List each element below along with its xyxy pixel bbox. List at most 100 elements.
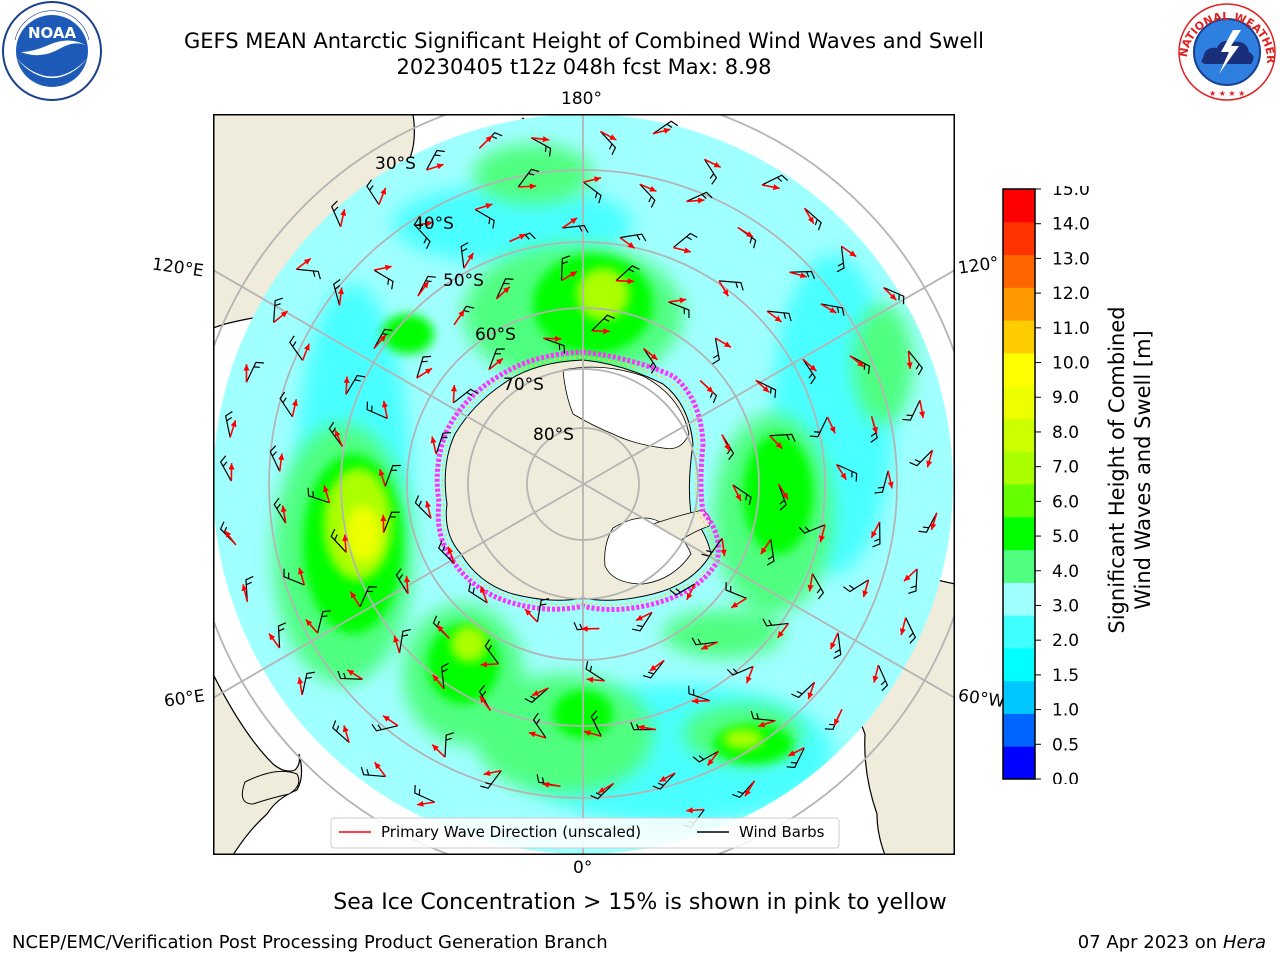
colorbar-tick-label: 10.0 [1052,354,1090,374]
wind-barb [273,297,284,323]
wind-barb [395,568,409,595]
wave-arrow [416,800,435,807]
wind-barb [414,224,431,249]
wave-arrow [378,187,387,205]
colorbar-tick-label: 12.0 [1052,284,1090,304]
wave-arrow [343,376,350,395]
wind-barb [562,224,589,233]
ross-ice-shelf [562,366,690,450]
wind-barb [474,208,495,229]
wave-arrow [619,236,636,249]
wave-arrow [686,197,705,204]
wind-barb [843,579,869,593]
wave-arrow [349,591,361,608]
wind-barb [750,710,776,722]
wind-barb [766,310,792,322]
sea-ice-note: Sea Ice Concentration > 15% is shown in … [333,890,947,915]
wind-barb [384,464,401,487]
wind-barb [766,539,775,566]
wind-barb [273,497,287,524]
colorbar-tick-label: 9.0 [1052,388,1079,408]
wave-arrow [882,286,897,301]
wind-barb [600,131,617,156]
wind-barb [371,723,399,732]
wind-barb [383,511,400,533]
colorbar-segment [1003,516,1035,551]
wind-barb [345,374,366,395]
wind-barb [672,232,698,249]
wind-barb [484,639,499,665]
wind-barb [732,484,752,506]
wind-barb [688,685,711,702]
wind-barb [652,120,679,135]
lat-label-70s: 70°S [503,375,544,395]
colorbar-segment [1003,451,1035,485]
colorbar-ticks: 0.0 0.5 1.0 1.5 2.0 3.0 4.0 5.0 6.0 7.0 8.0 9.0 10.0… [1035,186,1090,784]
colorbar: 0.0 0.5 1.0 1.5 2.0 3.0 4.0 5.0 6.0 7.0 8.0 9.0 10.0… [1002,186,1090,784]
wind-barb [414,785,436,803]
wind-barb [337,670,363,680]
wind-barb [907,350,924,376]
wind-barb [583,181,602,204]
colorbar-segment [1003,484,1035,518]
wave-arrow [425,500,432,519]
wave-arrow [478,135,493,149]
wave-arrow [755,379,770,393]
wind-barb [277,622,287,649]
colorbar-tick-label: 13.0 [1052,249,1090,269]
wave-arrow [926,449,934,468]
wave-arrow [700,641,719,650]
wave-arrow [416,367,433,379]
wave-arrow [291,399,298,417]
colorbar-tick-label: 0.0 [1052,770,1079,784]
wind-barb [591,314,615,332]
wind-barb [425,149,445,171]
wave-arrow [378,468,387,487]
wind-barb [639,183,656,208]
wind-barb [778,483,787,511]
wind-barb [849,355,871,375]
wind-barb [460,242,469,269]
wind-barb [590,783,615,800]
colorbar-tick-label: 8.0 [1052,423,1079,443]
wave-arrow [849,355,865,368]
wind-barb [225,411,233,438]
wave-arrow [704,158,721,168]
wave-arrow [339,208,347,227]
wave-arrow [524,608,538,623]
wind-barb [480,770,502,789]
polar-map: Primary Wave Direction (unscaled) Wind B… [213,114,955,855]
wind-barb [301,671,315,696]
wave-arrow [297,677,304,696]
wind-barb [833,632,842,659]
wave-arrow [305,618,319,634]
wave-arrow [819,524,826,543]
wave-arrow [268,633,281,649]
wave-arrow [872,664,880,683]
wave-arrow [543,335,562,342]
wind-barb [703,159,718,185]
wave-arrow [426,163,444,171]
colorbar-segment [1003,680,1035,714]
wave-arrow [229,419,237,438]
wave-arrow [899,617,907,636]
wave-arrow [639,183,657,192]
wind-barb [333,278,341,306]
colorbar-tick-label: 2.0 [1052,631,1079,651]
colorbar-title-line1: Significant Height of Combined [1105,306,1129,634]
colorbar-segment [1003,713,1035,747]
colorbar-segment [1003,582,1035,616]
wave-arrow [591,328,610,335]
wind-barb [718,280,744,291]
wind-barb [269,445,281,472]
wave-arrow [668,297,687,304]
wind-barb [686,191,713,202]
wind-barb [874,470,889,494]
wind-barb [296,268,321,280]
wave-arrow [346,669,363,680]
lat-label-40s: 40°S [413,214,454,234]
wind-barb [416,355,432,379]
wind-barb [468,583,488,604]
wind-barb [560,255,571,281]
wave-arrow [637,724,656,731]
